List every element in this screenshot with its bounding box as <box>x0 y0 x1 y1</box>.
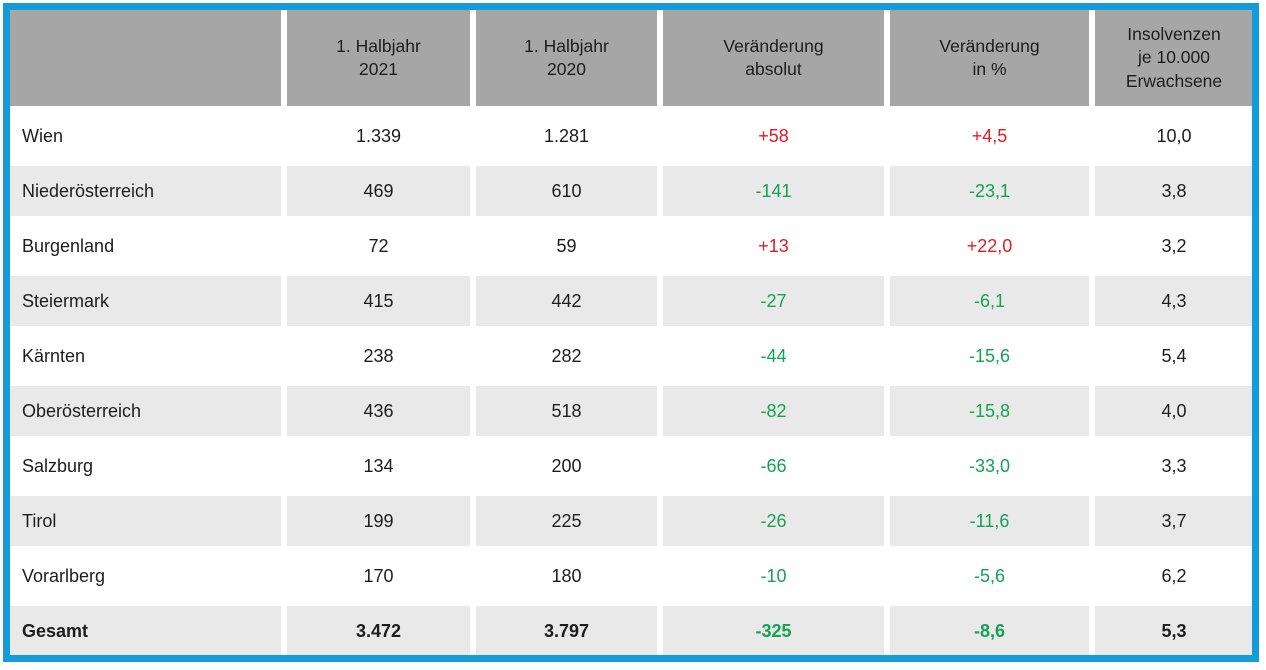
h1-2021-cell: 469 <box>287 166 470 216</box>
region-cell: Burgenland <box>10 221 281 271</box>
column-header-h1-2020: 1. Halbjahr 2020 <box>476 10 657 106</box>
column-header-line: Insolvenzen <box>1127 24 1221 45</box>
column-header-change-pct: Veränderung in % <box>890 10 1089 106</box>
per-10000-cell: 4,3 <box>1095 276 1252 326</box>
column-header-line: 1. Halbjahr <box>524 35 609 56</box>
table-frame: 1. Halbjahr 2021 1. Halbjahr 2020 Veränderun… <box>3 3 1259 662</box>
h1-2020-cell: 1.281 <box>476 111 657 161</box>
change-pct-cell: -23,1 <box>890 166 1089 216</box>
region-cell: Wien <box>10 111 281 161</box>
table-row: Steiermark 415 442 -27 -6,1 4,3 <box>10 276 1252 326</box>
region-cell: Salzburg <box>10 441 281 491</box>
change-abs-cell: -27 <box>663 276 884 326</box>
h1-2020-cell: 282 <box>476 331 657 381</box>
table-row: Kärnten 238 282 -44 -15,6 5,4 <box>10 331 1252 381</box>
change-abs-cell: -26 <box>663 496 884 546</box>
h1-2020-cell: 225 <box>476 496 657 546</box>
region-cell: Steiermark <box>10 276 281 326</box>
change-abs-cell: +13 <box>663 221 884 271</box>
table-row: Salzburg 134 200 -66 -33,0 3,3 <box>10 441 1252 491</box>
h1-2020-cell: 180 <box>476 551 657 601</box>
per-10000-cell: 6,2 <box>1095 551 1252 601</box>
h1-2021-cell: 170 <box>287 551 470 601</box>
region-cell: Tirol <box>10 496 281 546</box>
table-row: Gesamt 3.472 3.797 -325 -8,6 5,3 <box>10 606 1252 655</box>
table-row: Wien 1.339 1.281 +58 +4,5 10,0 <box>10 111 1252 161</box>
change-pct-cell: -8,6 <box>890 606 1089 655</box>
per-10000-cell: 5,3 <box>1095 606 1252 655</box>
h1-2020-cell: 200 <box>476 441 657 491</box>
table-row: Tirol 199 225 -26 -11,6 3,7 <box>10 496 1252 546</box>
per-10000-cell: 5,4 <box>1095 331 1252 381</box>
column-header-h1-2021: 1. Halbjahr 2021 <box>287 10 470 106</box>
per-10000-cell: 3,8 <box>1095 166 1252 216</box>
per-10000-cell: 3,2 <box>1095 221 1252 271</box>
h1-2021-cell: 72 <box>287 221 470 271</box>
h1-2020-cell: 610 <box>476 166 657 216</box>
column-header-line: absolut <box>745 59 802 79</box>
column-header-line: 1. Halbjahr <box>336 35 421 56</box>
region-cell: Niederösterreich <box>10 166 281 216</box>
region-cell: Oberösterreich <box>10 386 281 436</box>
change-abs-cell: -44 <box>663 331 884 381</box>
h1-2020-cell: 442 <box>476 276 657 326</box>
table-row: Niederösterreich 469 610 -141 -23,1 3,8 <box>10 166 1252 216</box>
change-pct-cell: -33,0 <box>890 441 1089 491</box>
h1-2021-cell: 134 <box>287 441 470 491</box>
change-pct-cell: -5,6 <box>890 551 1089 601</box>
column-header-line: Erwachsene <box>1125 70 1223 91</box>
h1-2020-cell: 518 <box>476 386 657 436</box>
column-header-per-10000: Insolvenzen je 10.000 Erwachsene <box>1095 10 1252 106</box>
h1-2021-cell: 199 <box>287 496 470 546</box>
region-cell: Vorarlberg <box>10 551 281 601</box>
table-row: Oberösterreich 436 518 -82 -15,8 4,0 <box>10 386 1252 436</box>
region-cell: Gesamt <box>10 606 281 655</box>
change-pct-cell: -15,6 <box>890 331 1089 381</box>
change-abs-cell: -10 <box>663 551 884 601</box>
change-pct-cell: -15,8 <box>890 386 1089 436</box>
change-abs-cell: +58 <box>663 111 884 161</box>
insolvency-table: 1. Halbjahr 2021 1. Halbjahr 2020 Veränderun… <box>10 10 1252 655</box>
h1-2021-cell: 3.472 <box>287 606 470 655</box>
change-abs-cell: -325 <box>663 606 884 655</box>
per-10000-cell: 3,3 <box>1095 441 1252 491</box>
table-row: Vorarlberg 170 180 -10 -5,6 6,2 <box>10 551 1252 601</box>
h1-2021-cell: 1.339 <box>287 111 470 161</box>
column-header-line: in % <box>972 59 1007 79</box>
change-abs-cell: -66 <box>663 441 884 491</box>
column-header-line: 2020 <box>547 59 586 79</box>
header-row: 1. Halbjahr 2021 1. Halbjahr 2020 Veränderun… <box>10 10 1252 106</box>
h1-2021-cell: 238 <box>287 331 470 381</box>
column-header-line: 2021 <box>359 59 398 79</box>
change-abs-cell: -141 <box>663 166 884 216</box>
per-10000-cell: 4,0 <box>1095 386 1252 436</box>
per-10000-cell: 3,7 <box>1095 496 1252 546</box>
change-pct-cell: +22,0 <box>890 221 1089 271</box>
change-abs-cell: -82 <box>663 386 884 436</box>
change-pct-cell: -11,6 <box>890 496 1089 546</box>
per-10000-cell: 10,0 <box>1095 111 1252 161</box>
h1-2021-cell: 415 <box>287 276 470 326</box>
h1-2020-cell: 3.797 <box>476 606 657 655</box>
column-header-line: je 10.000 <box>1137 47 1210 68</box>
column-header-line: Veränderung <box>939 35 1040 56</box>
region-cell: Kärnten <box>10 331 281 381</box>
h1-2020-cell: 59 <box>476 221 657 271</box>
column-header-change-abs: Veränderung absolut <box>663 10 884 106</box>
change-pct-cell: -6,1 <box>890 276 1089 326</box>
table-row: Burgenland 72 59 +13 +22,0 3,2 <box>10 221 1252 271</box>
h1-2021-cell: 436 <box>287 386 470 436</box>
change-pct-cell: +4,5 <box>890 111 1089 161</box>
column-header-region <box>10 10 281 106</box>
column-header-line: Veränderung <box>723 35 824 56</box>
